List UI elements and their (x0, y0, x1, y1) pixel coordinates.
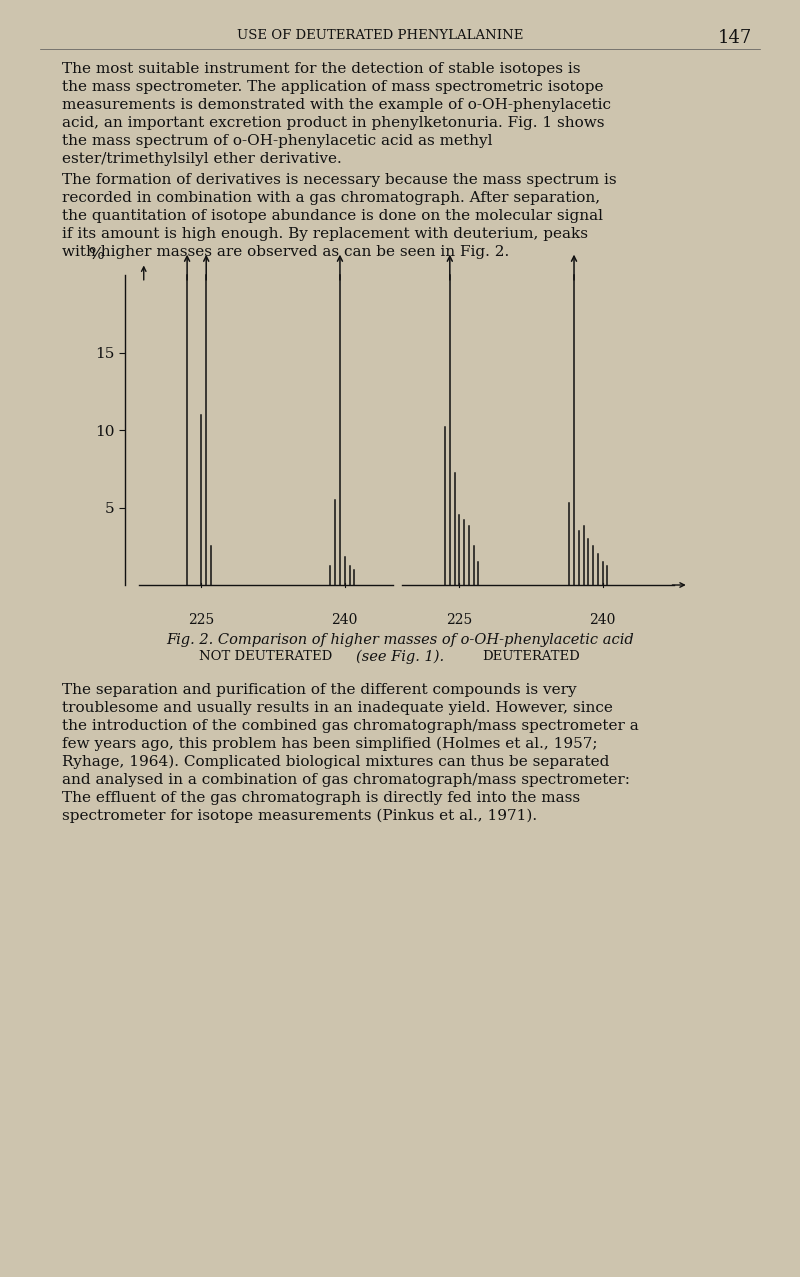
Text: the mass spectrometer. The application of mass spectrometric isotope: the mass spectrometer. The application o… (62, 80, 603, 94)
Text: few years ago, this problem has been simplified (Holmes et al., 1957;: few years ago, this problem has been sim… (62, 737, 598, 751)
Text: the quantitation of isotope abundance is done on the molecular signal: the quantitation of isotope abundance is… (62, 209, 603, 223)
Text: DEUTERATED: DEUTERATED (482, 650, 580, 663)
Text: recorded in combination with a gas chromatograph. After separation,: recorded in combination with a gas chrom… (62, 192, 600, 206)
Text: %: % (88, 245, 103, 263)
Text: troublesome and usually results in an inadequate yield. However, since: troublesome and usually results in an in… (62, 701, 613, 715)
Text: the introduction of the combined gas chromatograph/mass spectrometer a: the introduction of the combined gas chr… (62, 719, 638, 733)
Text: Fig. 2. Comparison of higher masses of o-OH-phenylacetic acid: Fig. 2. Comparison of higher masses of o… (166, 633, 634, 647)
Text: Ryhage, 1964). Complicated biological mixtures can thus be separated: Ryhage, 1964). Complicated biological mi… (62, 755, 610, 769)
Text: 240: 240 (331, 613, 358, 627)
Text: 225: 225 (188, 613, 214, 627)
Text: NOT DEUTERATED: NOT DEUTERATED (199, 650, 333, 663)
Text: ester/trimethylsilyl ether derivative.: ester/trimethylsilyl ether derivative. (62, 152, 342, 166)
Text: if its amount is high enough. By replacement with deuterium, peaks: if its amount is high enough. By replace… (62, 227, 588, 241)
Text: measurements is demonstrated with the example of o-OH-phenylacetic: measurements is demonstrated with the ex… (62, 98, 611, 112)
Text: The effluent of the gas chromatograph is directly fed into the mass: The effluent of the gas chromatograph is… (62, 790, 580, 805)
Text: 225: 225 (446, 613, 473, 627)
Text: The formation of derivatives is necessary because the mass spectrum is: The formation of derivatives is necessar… (62, 172, 617, 186)
Text: spectrometer for isotope measurements (Pinkus et al., 1971).: spectrometer for isotope measurements (P… (62, 810, 537, 824)
Text: USE OF DEUTERATED PHENYLALANINE: USE OF DEUTERATED PHENYLALANINE (237, 29, 523, 42)
Text: and analysed in a combination of gas chromatograph/mass spectrometer:: and analysed in a combination of gas chr… (62, 773, 630, 787)
Text: with higher masses are observed as can be seen in Fig. 2.: with higher masses are observed as can b… (62, 245, 510, 259)
Text: The most suitable instrument for the detection of stable isotopes is: The most suitable instrument for the det… (62, 63, 581, 77)
Text: The separation and purification of the different compounds is very: The separation and purification of the d… (62, 683, 577, 697)
Text: 147: 147 (718, 29, 752, 47)
Text: 240: 240 (590, 613, 616, 627)
Text: the mass spectrum of o-OH-phenylacetic acid as methyl: the mass spectrum of o-OH-phenylacetic a… (62, 134, 493, 148)
Text: acid, an important excretion product in phenylketonuria. Fig. 1 shows: acid, an important excretion product in … (62, 116, 605, 130)
Text: (see Fig. 1).: (see Fig. 1). (356, 650, 444, 664)
